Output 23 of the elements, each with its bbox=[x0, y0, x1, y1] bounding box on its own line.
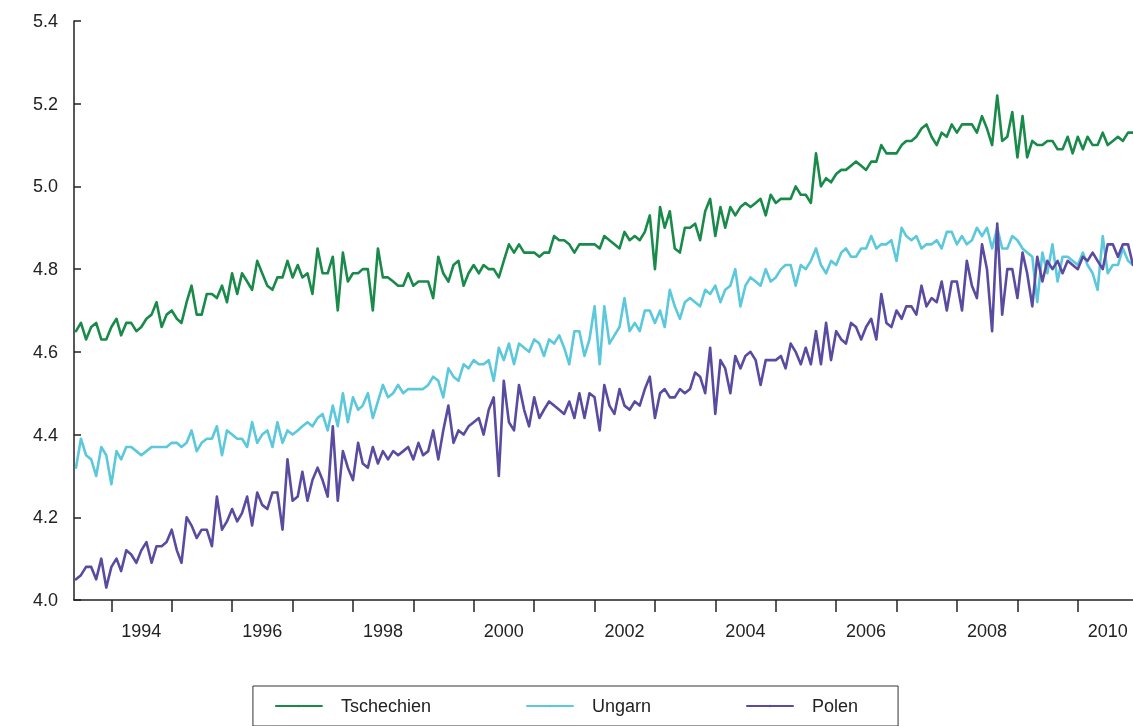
y-tick-label: 5.4 bbox=[32, 11, 58, 31]
y-tick-label: 4.2 bbox=[32, 507, 58, 528]
y-tick-label: 4.8 bbox=[32, 259, 58, 280]
y-tick-label: 5.2 bbox=[32, 93, 58, 114]
legend-label: Polen bbox=[812, 696, 859, 716]
x-tick-label: 2008 bbox=[966, 621, 1008, 641]
line-series bbox=[74, 222, 1133, 589]
x-tick-label: 2000 bbox=[483, 621, 524, 641]
y-tick-label: 4.4 bbox=[32, 424, 58, 445]
x-tick-label: 2002 bbox=[604, 621, 645, 641]
y-tick-label: 4.6 bbox=[32, 341, 58, 362]
x-tick-label: 1998 bbox=[362, 621, 403, 641]
x-tick-label: 1994 bbox=[121, 621, 162, 641]
legend-label: Tschechien bbox=[340, 696, 431, 716]
y-tick-label: 4.0 bbox=[32, 590, 58, 610]
x-tick-label: 1996 bbox=[242, 621, 283, 641]
x-tick-label: 2006 bbox=[846, 621, 887, 641]
x-tick-label: 2004 bbox=[725, 621, 766, 641]
x-tick-label: 2010 bbox=[1087, 621, 1128, 641]
y-tick-label: 5.0 bbox=[32, 176, 58, 197]
legend-label: Ungarn bbox=[591, 696, 652, 716]
line-series bbox=[74, 226, 1133, 486]
line-series bbox=[74, 94, 1133, 341]
